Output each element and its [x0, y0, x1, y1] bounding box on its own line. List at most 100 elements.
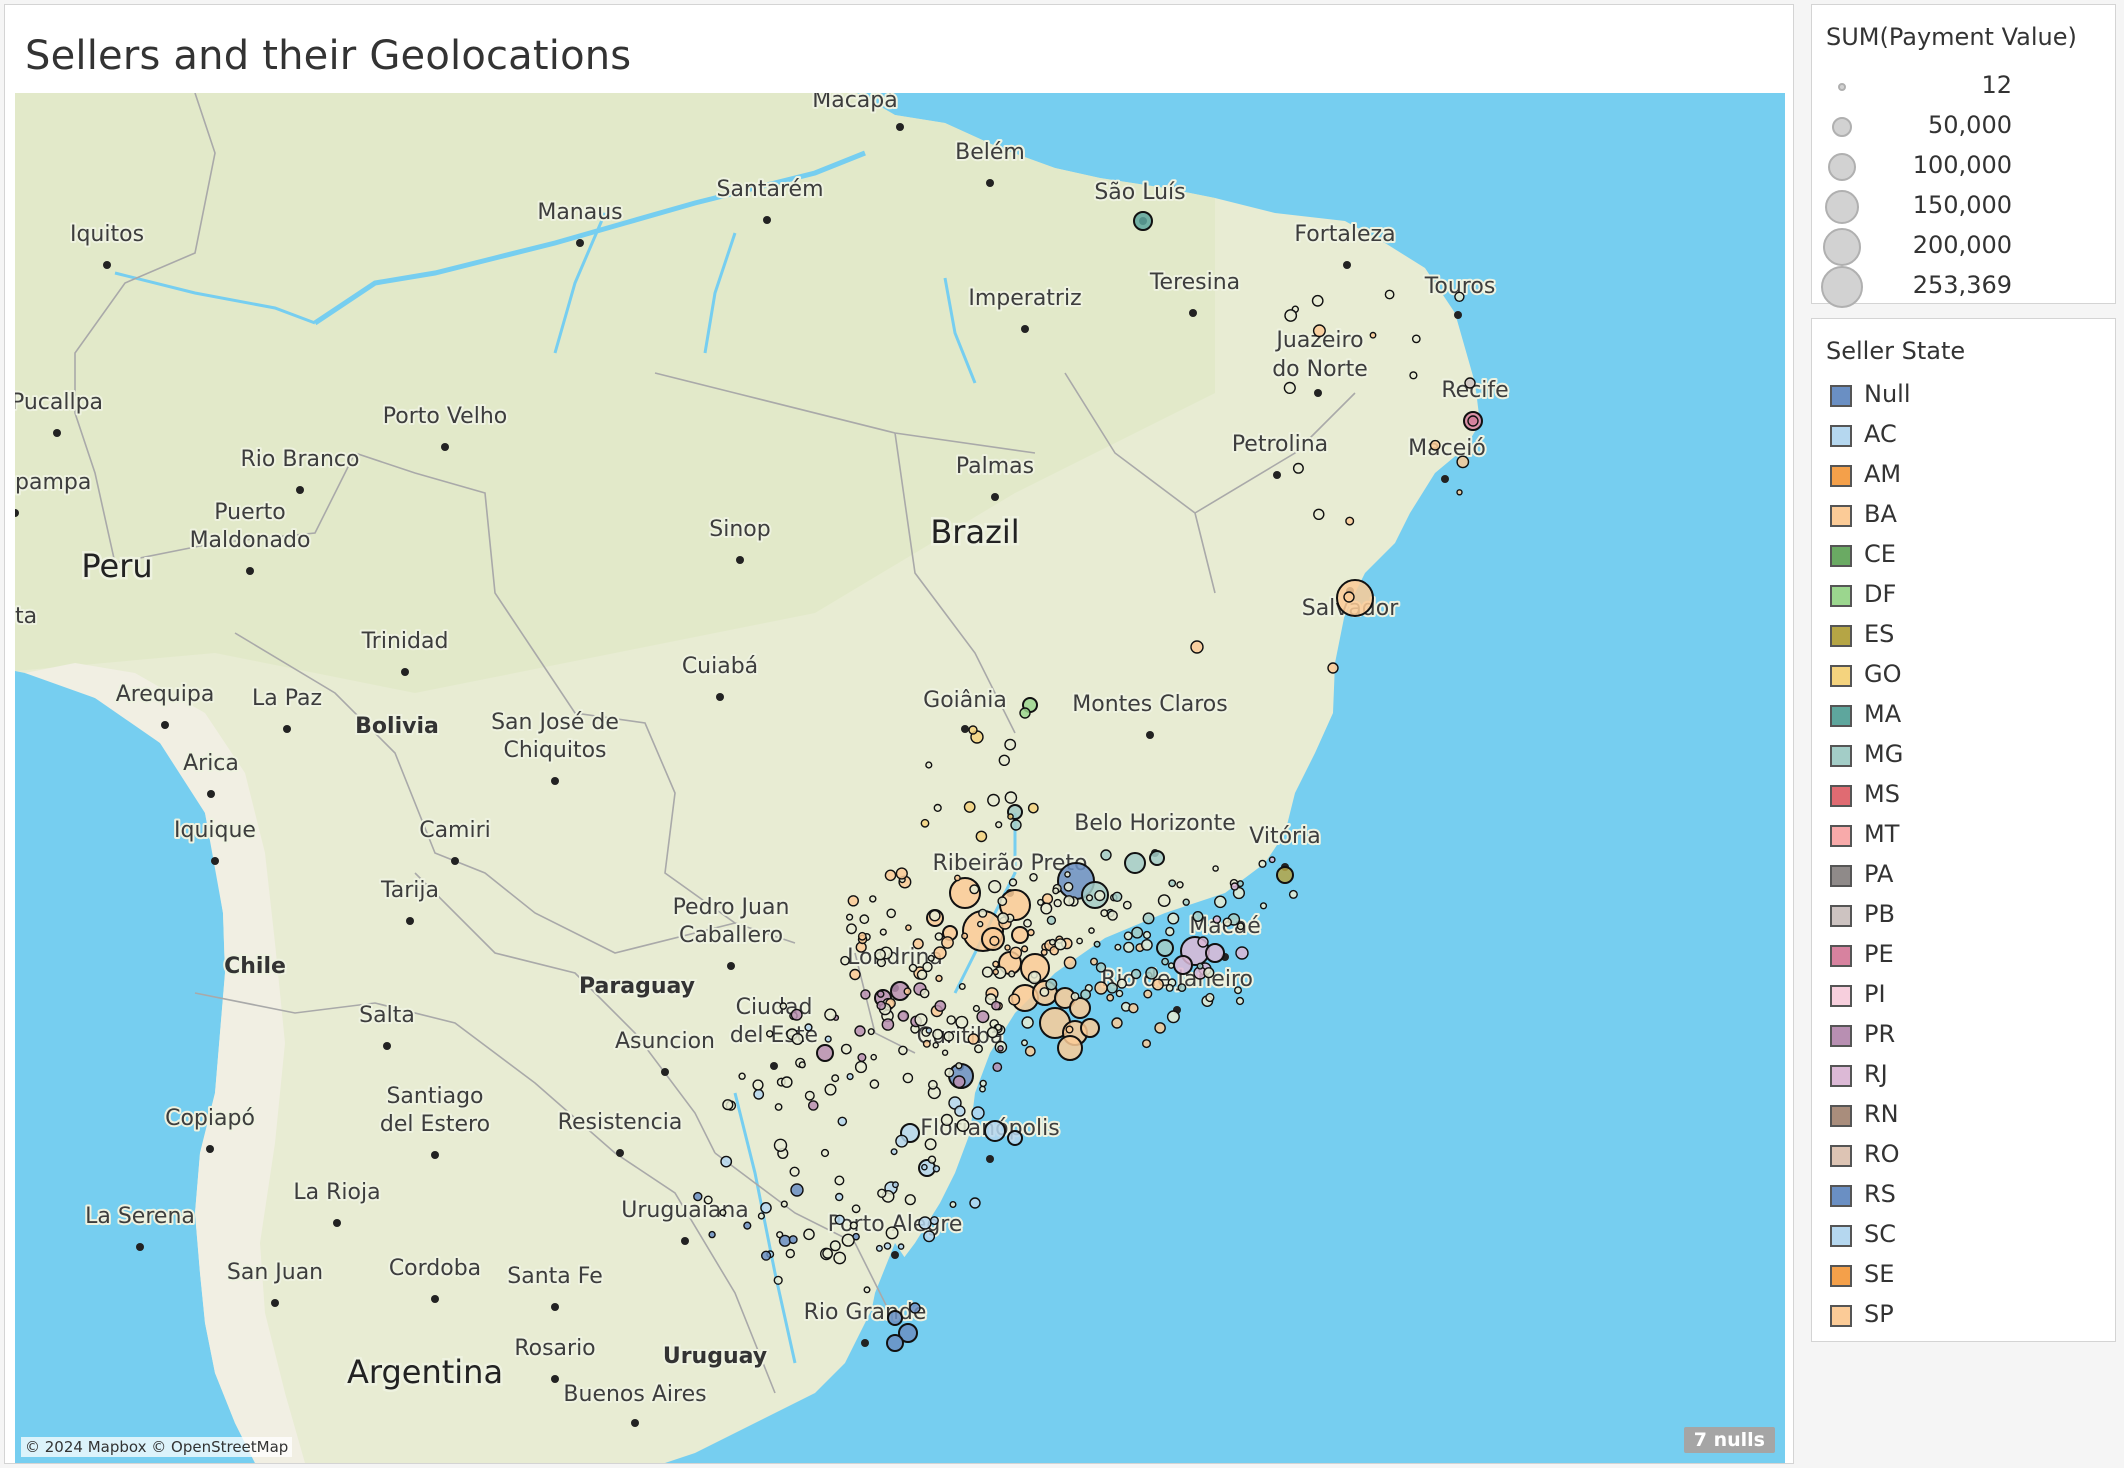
seller-mark[interactable] — [870, 1053, 878, 1061]
seller-mark[interactable] — [1004, 944, 1011, 951]
seller-mark[interactable] — [875, 1244, 883, 1252]
seller-mark[interactable] — [1151, 978, 1164, 991]
color-legend-item-am[interactable]: AM — [1822, 459, 2102, 495]
seller-mark[interactable] — [1021, 1016, 1034, 1029]
seller-mark[interactable] — [928, 1079, 938, 1090]
color-legend-item-pi[interactable]: PI — [1822, 979, 2102, 1015]
seller-mark[interactable] — [1093, 940, 1101, 948]
seller-mark[interactable] — [822, 1248, 833, 1259]
seller-mark[interactable] — [1088, 927, 1095, 934]
seller-mark[interactable] — [955, 1015, 969, 1029]
seller-mark[interactable] — [1429, 439, 1441, 451]
seller-mark[interactable] — [997, 1045, 1004, 1052]
seller-mark[interactable] — [1284, 309, 1298, 322]
seller-mark[interactable] — [920, 818, 930, 828]
size-legend-item[interactable]: 150,000 — [1812, 187, 2112, 227]
seller-mark[interactable] — [1027, 928, 1035, 937]
seller-mark[interactable] — [720, 1155, 733, 1168]
seller-mark[interactable] — [808, 1100, 819, 1111]
seller-mark[interactable] — [940, 1113, 954, 1127]
color-legend-item-pb[interactable]: PB — [1822, 899, 2102, 935]
seller-mark[interactable] — [912, 938, 924, 950]
seller-mark[interactable] — [1133, 211, 1153, 231]
seller-mark[interactable] — [1007, 813, 1014, 820]
seller-bubbles[interactable] — [693, 211, 1483, 1352]
seller-mark[interactable] — [790, 1183, 804, 1197]
seller-mark[interactable] — [1024, 1045, 1036, 1057]
seller-mark[interactable] — [1343, 591, 1355, 603]
seller-mark[interactable] — [908, 963, 918, 973]
seller-mark[interactable] — [929, 1216, 939, 1226]
seller-mark[interactable] — [922, 1039, 931, 1048]
seller-mark[interactable] — [1130, 968, 1142, 980]
seller-mark[interactable] — [869, 1079, 880, 1089]
seller-mark[interactable] — [1454, 291, 1465, 303]
seller-mark[interactable] — [902, 1072, 914, 1084]
seller-mark[interactable] — [1143, 989, 1153, 999]
seller-mark[interactable] — [703, 1195, 713, 1205]
seller-mark[interactable] — [1311, 294, 1324, 307]
seller-mark[interactable] — [851, 1204, 861, 1214]
seller-mark[interactable] — [1065, 1025, 1074, 1034]
seller-mark[interactable] — [944, 1067, 955, 1078]
seller-mark[interactable] — [1142, 930, 1152, 940]
seller-mark[interactable] — [1063, 895, 1075, 907]
seller-mark[interactable] — [778, 1234, 792, 1247]
seller-mark[interactable] — [934, 932, 944, 941]
seller-mark[interactable] — [1023, 918, 1032, 928]
color-legend-item-ba[interactable]: BA — [1822, 499, 2102, 535]
map-canvas[interactable]: Macapá Belém Santarém Manaus São Luís Fortale… — [15, 93, 1785, 1463]
seller-mark[interactable] — [876, 1000, 887, 1011]
seller-mark[interactable] — [998, 754, 1010, 766]
seller-mark[interactable] — [1070, 992, 1080, 1001]
nulls-indicator[interactable]: 7 nulls — [1683, 1427, 1775, 1453]
seller-mark[interactable] — [1288, 889, 1298, 899]
seller-mark[interactable] — [935, 974, 943, 983]
seller-mark[interactable] — [1039, 987, 1050, 997]
seller-mark[interactable] — [974, 1044, 984, 1054]
seller-mark[interactable] — [852, 1232, 860, 1241]
seller-mark[interactable] — [918, 1216, 932, 1230]
seller-mark[interactable] — [958, 983, 966, 991]
seller-mark[interactable] — [956, 1118, 970, 1132]
seller-mark[interactable] — [804, 1090, 815, 1101]
seller-mark[interactable] — [1095, 962, 1107, 973]
seller-mark[interactable] — [1094, 889, 1106, 902]
seller-mark[interactable] — [927, 1155, 937, 1164]
seller-mark[interactable] — [879, 928, 887, 936]
seller-mark[interactable] — [774, 1103, 783, 1111]
seller-mark[interactable] — [719, 1208, 727, 1217]
seller-mark[interactable] — [816, 1044, 834, 1062]
seller-mark[interactable] — [1045, 978, 1058, 991]
seller-mark[interactable] — [1111, 891, 1123, 902]
seller-mark[interactable] — [1064, 871, 1071, 878]
color-legend-item-go[interactable]: GO — [1822, 659, 2102, 695]
seller-mark[interactable] — [978, 908, 988, 918]
seller-mark[interactable] — [1268, 856, 1276, 864]
seller-mark[interactable] — [1128, 1003, 1139, 1014]
seller-mark[interactable] — [1165, 926, 1175, 937]
seller-mark[interactable] — [1165, 983, 1174, 992]
seller-mark[interactable] — [1007, 1130, 1023, 1146]
seller-mark[interactable] — [1292, 462, 1304, 474]
seller-mark[interactable] — [840, 1043, 852, 1055]
seller-mark[interactable] — [1312, 324, 1326, 338]
seller-mark[interactable] — [1411, 334, 1421, 344]
seller-mark[interactable] — [1190, 640, 1204, 654]
seller-mark[interactable] — [954, 874, 961, 882]
seller-mark[interactable] — [1008, 970, 1016, 978]
seller-mark[interactable] — [897, 1243, 905, 1250]
seller-mark[interactable] — [1004, 738, 1017, 751]
seller-mark[interactable] — [846, 923, 857, 935]
seller-mark[interactable] — [1235, 996, 1245, 1006]
seller-mark[interactable] — [1156, 939, 1174, 957]
seller-mark[interactable] — [1100, 909, 1109, 918]
seller-mark[interactable] — [857, 931, 867, 941]
seller-mark[interactable] — [1009, 946, 1023, 960]
seller-mark[interactable] — [854, 1060, 868, 1074]
seller-mark[interactable] — [997, 896, 1008, 907]
seller-mark[interactable] — [969, 884, 980, 895]
seller-mark[interactable] — [1021, 1039, 1029, 1047]
seller-mark[interactable] — [887, 1310, 903, 1326]
color-legend-item-ro[interactable]: RO — [1822, 1139, 2102, 1175]
